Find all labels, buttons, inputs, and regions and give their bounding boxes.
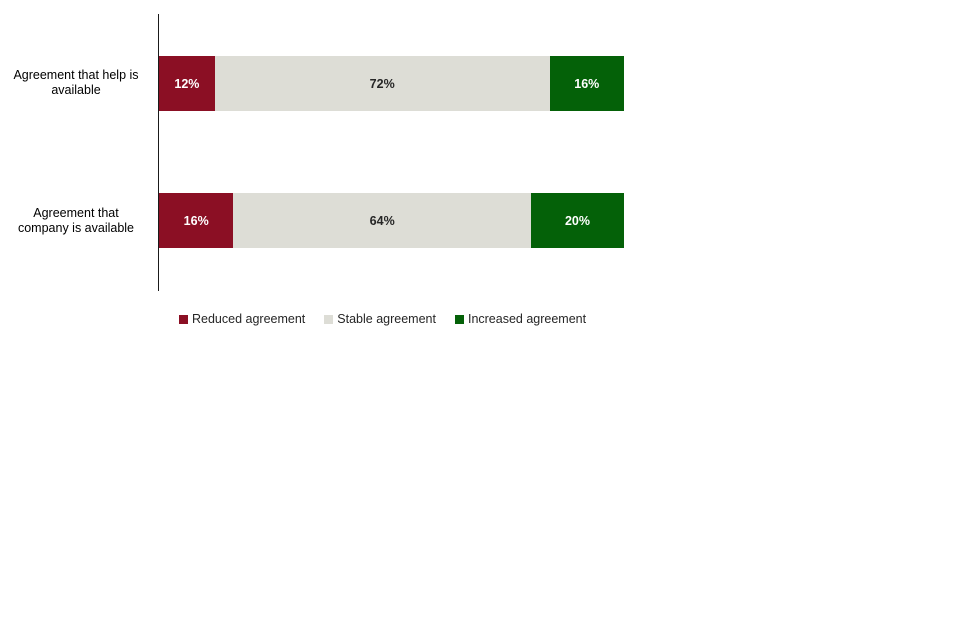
legend-item: Stable agreement	[324, 312, 436, 326]
bar-segment: 12%	[159, 56, 215, 111]
bar-segment: 20%	[530, 193, 624, 248]
bar-segment-label: 20%	[564, 213, 590, 228]
category-label-line: available	[51, 83, 101, 97]
bar-segment: 16%	[549, 56, 624, 111]
legend-swatch-icon	[179, 314, 188, 324]
category-label: Agreement that help is available	[0, 68, 152, 98]
bar-segment-label: 64%	[369, 213, 395, 228]
legend-swatch-icon	[324, 314, 334, 324]
bar-segment-label: 72%	[369, 76, 395, 91]
legend-item: Reduced agreement	[179, 312, 305, 326]
category-label-line: Agreement that	[33, 206, 119, 220]
bar-segment: 64%	[233, 193, 531, 248]
legend-label: Stable agreement	[337, 312, 436, 326]
legend-label: Reduced agreement	[192, 312, 306, 326]
y-axis-line	[158, 14, 160, 291]
legend-label: Increased agreement	[467, 312, 587, 326]
legend-item: Increased agreement	[454, 312, 587, 326]
category-label: Agreement that company is available	[0, 206, 152, 236]
bar-segment-label: 12%	[174, 76, 200, 91]
legend: Reduced agreement Stable agreement Increas…	[179, 311, 586, 327]
legend-swatch-icon	[454, 314, 464, 324]
category-label-line: company is available	[17, 221, 135, 235]
bar-segment-label: 16%	[574, 76, 600, 91]
bar-track: 16% 64% 20%	[159, 193, 624, 248]
bar-track: 12% 72% 16%	[159, 56, 624, 111]
bar-segment: 16%	[159, 193, 234, 248]
bar-segment-label: 16%	[183, 213, 209, 228]
category-label-line: Agreement that help is	[13, 68, 139, 82]
bar-segment: 72%	[214, 56, 550, 111]
